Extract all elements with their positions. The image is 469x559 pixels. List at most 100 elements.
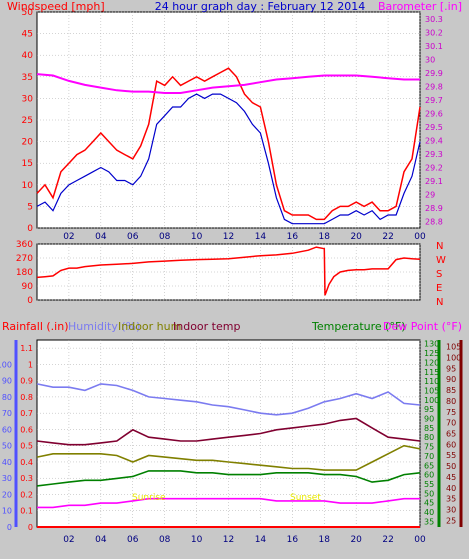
direction-grid — [37, 243, 421, 301]
wind-x-axis: 02 04 06 08 10 12 14 16 18 20 22 00 — [63, 232, 426, 242]
rain-tick-label: 0.9 — [20, 377, 33, 386]
dew-point-tick-label: 80 — [446, 397, 456, 406]
temperature-tick-label: 110 — [424, 377, 439, 386]
x-tick-label: 12 — [223, 535, 234, 545]
windspeed-line — [36, 93, 421, 225]
humidity-tick-label: 0 — [7, 523, 12, 532]
wind-tick-label: 40 — [22, 51, 34, 61]
wind-axis-label: Windspeed [mph] — [7, 0, 105, 13]
dew-point-tick-label: 65 — [446, 430, 456, 439]
humidity-tick-label: 20 — [2, 490, 12, 499]
indoor-hum-label: Indoor hum — [118, 320, 181, 333]
temperature-tick-label: 35 — [424, 517, 434, 526]
dew-point-tick-label: 55 — [446, 451, 456, 460]
x-tick-label: 14 — [255, 232, 267, 242]
x-tick-label: 22 — [382, 232, 393, 242]
chart-title: 24 hour graph day : February 12 2014 — [155, 0, 366, 13]
barometer-tick-label: 29.4 — [425, 136, 443, 145]
x-tick-label: 12 — [223, 232, 234, 242]
rain-tick-label: 0.3 — [20, 474, 33, 483]
humidity-axis-label: Humidity (%) — [68, 320, 140, 333]
x-tick-label: 18 — [319, 535, 331, 545]
dew-point-tick-label: 70 — [446, 419, 456, 428]
temperature-tick-label: 75 — [424, 443, 434, 452]
temperature-tick-label: 70 — [424, 452, 434, 461]
direction-line — [36, 246, 421, 296]
humidity-tick-label: 70 — [2, 409, 12, 418]
x-tick-label: 14 — [255, 535, 267, 545]
humidity-tick-label: 40 — [2, 458, 12, 467]
rain-tick-label: 0.1 — [20, 507, 33, 516]
direction-axis: 0 90 180 270 360 — [16, 240, 33, 306]
dew-point-tick-label: 30 — [446, 506, 456, 515]
compass-label: S — [436, 269, 442, 280]
rain-tick-label: 0.7 — [20, 409, 33, 418]
barometer-tick-label: 29.8 — [425, 82, 443, 91]
temperature-tick-label: 95 — [424, 405, 434, 414]
compass-label: E — [436, 283, 442, 294]
wind-tick-label: 35 — [22, 73, 33, 83]
compass-label: N — [436, 241, 443, 252]
temperature-axes: 0 0.1 0.2 0.3 0.4 0.5 0.6 0.7 0.8 0.9 1 1.1 0 10 20 30 4… — [0, 340, 463, 532]
barometer-tick-label: 28.9 — [425, 204, 443, 213]
barometer-axis: 28.8 28.9 29 29.1 29.2 29.3 29.4 29.5 29.6 29.7 29… — [425, 15, 443, 227]
wind-tick-label: 15 — [22, 159, 33, 169]
dew-point-tick-label: 60 — [446, 440, 456, 449]
indoor-hum-line — [36, 444, 421, 471]
wind-tick-label: 20 — [22, 138, 34, 148]
sunrise-annotation: Sunrise — [132, 493, 166, 503]
dew-point-tick-label: 45 — [446, 473, 456, 482]
compass-label: W — [436, 255, 446, 266]
humidity-tick-label: 80 — [2, 393, 12, 402]
dew-point-axis-label: Dew Point (°F) — [383, 320, 462, 333]
humidity-tick-label: 50 — [2, 442, 12, 451]
rain-tick-label: 0.5 — [20, 442, 33, 451]
wind-tick-label: 50 — [22, 8, 34, 18]
direction-tick-label: 360 — [16, 240, 33, 250]
x-tick-label: 04 — [95, 232, 107, 242]
wind-tick-label: 25 — [22, 116, 33, 126]
rain-tick-label: 0.2 — [20, 490, 33, 499]
rain-tick-label: 0.6 — [20, 425, 33, 434]
compass-label: N — [436, 297, 443, 308]
temperature-axis-label: Temperature (°F) — [311, 320, 406, 333]
temperature-tick-label: 105 — [424, 386, 439, 395]
temperature-tick-label: 90 — [424, 415, 434, 424]
x-tick-label: 06 — [127, 232, 139, 242]
temperature-tick-label: 80 — [424, 433, 434, 442]
temperature-tick-label: 65 — [424, 461, 434, 470]
wind-series — [36, 67, 421, 225]
temperature-series — [36, 383, 421, 528]
x-tick-label: 02 — [63, 535, 74, 545]
x-tick-label: 00 — [414, 535, 426, 545]
x-tick-label: 00 — [414, 232, 426, 242]
sunset-annotation: Sunset — [290, 493, 321, 503]
barometer-tick-label: 30.3 — [425, 15, 443, 24]
humidity-tick-label: 90 — [2, 377, 12, 386]
wind-grid — [37, 11, 421, 229]
temperature-tick-label: 40 — [424, 508, 434, 517]
dew-point-tick-label: 40 — [446, 484, 456, 493]
x-tick-label: 08 — [159, 535, 171, 545]
gust-line — [36, 67, 421, 221]
barometer-tick-label: 29.1 — [425, 177, 443, 186]
humidity-tick-label: 10 — [2, 507, 12, 516]
dew-point-tick-label: 75 — [446, 408, 456, 417]
temperature-tick-label: 130 — [424, 340, 439, 349]
rain-tick-label: 1.1 — [20, 344, 33, 353]
temperature-line — [36, 470, 421, 487]
barometer-line — [36, 73, 420, 94]
x-tick-label: 18 — [319, 232, 331, 242]
temperature-tick-label: 85 — [424, 424, 434, 433]
dew-point-line — [37, 497, 420, 509]
rain-tick-label: 0.4 — [20, 458, 33, 467]
indoor-temp-label: Indoor temp — [173, 320, 240, 333]
dew-point-tick-label: 25 — [446, 516, 456, 525]
temperature-tick-label: 60 — [424, 471, 434, 480]
temperature-tick-label: 45 — [424, 499, 434, 508]
barometer-tick-label: 29.7 — [425, 96, 443, 105]
barometer-tick-label: 29.5 — [425, 123, 443, 132]
